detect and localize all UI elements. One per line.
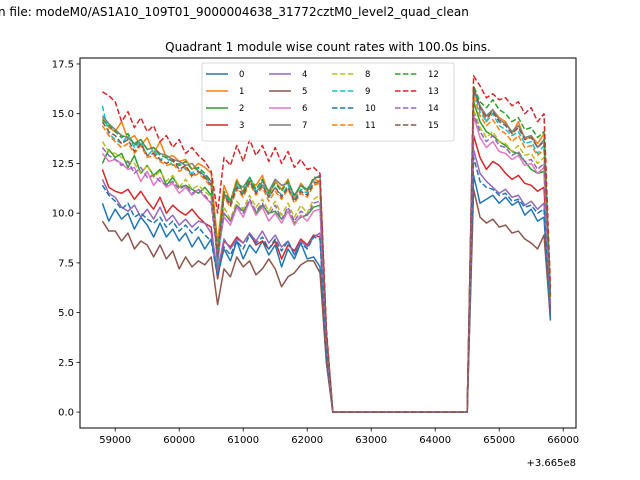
y-tick-label: 12.5 [52,159,74,170]
y-axis: 0.0 2.5 5.0 7.5 10.0 12.5 15.0 17.5 [52,59,80,419]
x-offset-label: +3.665e8 [526,458,576,469]
y-tick-label: 2.5 [58,358,74,369]
legend-label: 3 [239,121,244,131]
series-line-5 [101,188,552,413]
x-tick-label: 64000 [419,435,451,446]
plot-frame [79,57,577,429]
y-tick-label: 0.0 [58,408,74,419]
legend-label: 15 [428,121,439,131]
legend-label: 2 [239,104,244,114]
legend-frame [201,62,455,142]
legend-label: 9 [365,87,370,97]
x-tick-label: 65000 [483,435,515,446]
legend-label: 0 [239,70,244,80]
legend-label: 7 [302,121,307,131]
x-axis: 59000 60000 61000 62000 63000 64000 65000 66000 [99,428,579,446]
series-line-13 [102,75,552,413]
y-tick-label: 17.5 [52,59,74,70]
x-tick-label: 61000 [227,435,259,446]
series-line-10 [101,156,552,413]
figure-suptitle: n file: modeM0/AS1A10_109T01_9000004638_… [0,5,469,19]
y-tick-label: 7.5 [58,258,74,269]
legend-label: 14 [428,104,439,114]
series-line-15 [101,89,552,413]
series-layer [101,75,552,413]
x-tick-label: 63000 [355,435,387,446]
y-tick-label: 5.0 [58,308,74,319]
legend-label: 13 [428,87,439,97]
series-line-14 [101,112,552,413]
legend-label: 10 [365,104,376,114]
y-tick-label: 10.0 [52,209,74,220]
x-tick-label: 60000 [163,435,195,446]
x-tick-label: 62000 [291,435,323,446]
y-tick-label: 15.0 [52,109,74,120]
legend-label: 6 [302,104,307,114]
legend-label: 11 [365,121,376,131]
legend-label: 4 [302,70,307,80]
legend-label: 5 [302,87,307,97]
x-tick-label: 59000 [99,435,131,446]
legend-label: 12 [428,70,439,80]
legend-label: 1 [239,87,244,97]
chart-title: Quadrant 1 module wise count rates with … [165,40,491,54]
legend-label: 8 [365,70,370,80]
x-tick-label: 66000 [547,435,579,446]
